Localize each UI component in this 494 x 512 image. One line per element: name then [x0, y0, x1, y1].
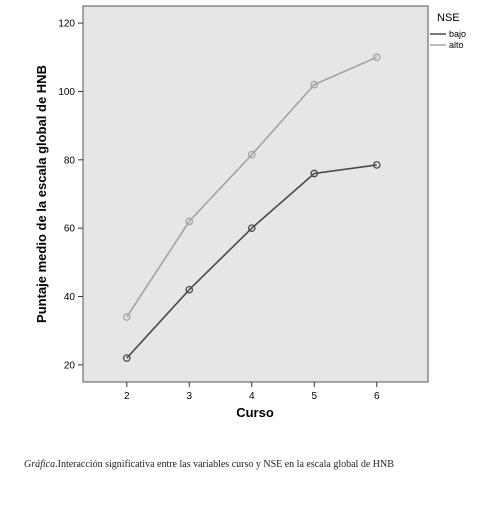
legend-label-bajo: bajo [449, 29, 466, 39]
y-tick-label: 20 [64, 360, 76, 371]
x-axis-title: Curso [236, 405, 274, 420]
data-point-bajo [122, 354, 131, 362]
y-axis: 20 40 60 80 100 120 [58, 19, 83, 371]
data-point-alto [122, 313, 131, 321]
series-layer [122, 53, 381, 362]
series-line-bajo [126, 164, 377, 359]
data-point-alto [185, 217, 194, 226]
data-point-bajo [247, 224, 256, 233]
data-point-bajo [372, 161, 381, 169]
x-tick-label: 2 [124, 391, 130, 402]
caption-text: .Interacción significativa entre las var… [55, 459, 394, 470]
legend-label-alto: alto [449, 40, 464, 50]
y-tick-label: 60 [64, 224, 76, 235]
x-tick-label: 4 [249, 391, 255, 402]
y-tick-label: 120 [58, 19, 75, 30]
y-tick-label: 80 [64, 155, 76, 166]
data-point-alto [372, 53, 381, 62]
caption-lead: Gráfica [24, 459, 56, 470]
plot-area [82, 5, 429, 383]
y-tick-label: 40 [64, 292, 76, 303]
x-tick-label: 5 [311, 391, 317, 402]
y-tick-label: 100 [58, 87, 75, 98]
y-axis-title: Puntaje medio de la escala global de HNB [34, 65, 49, 323]
x-tick-label: 3 [186, 391, 192, 402]
figure-caption: Gráfica.Interacción significativa entre … [24, 459, 484, 470]
x-tick-label: 6 [374, 391, 380, 402]
data-point-alto [310, 80, 319, 89]
data-point-bajo [185, 285, 194, 294]
x-axis: 2 3 4 5 6 [124, 382, 380, 402]
data-point-bajo [310, 169, 319, 178]
series-line-alto [126, 56, 378, 318]
data-point-alto [247, 150, 256, 159]
legend-title: NSE [437, 12, 460, 24]
